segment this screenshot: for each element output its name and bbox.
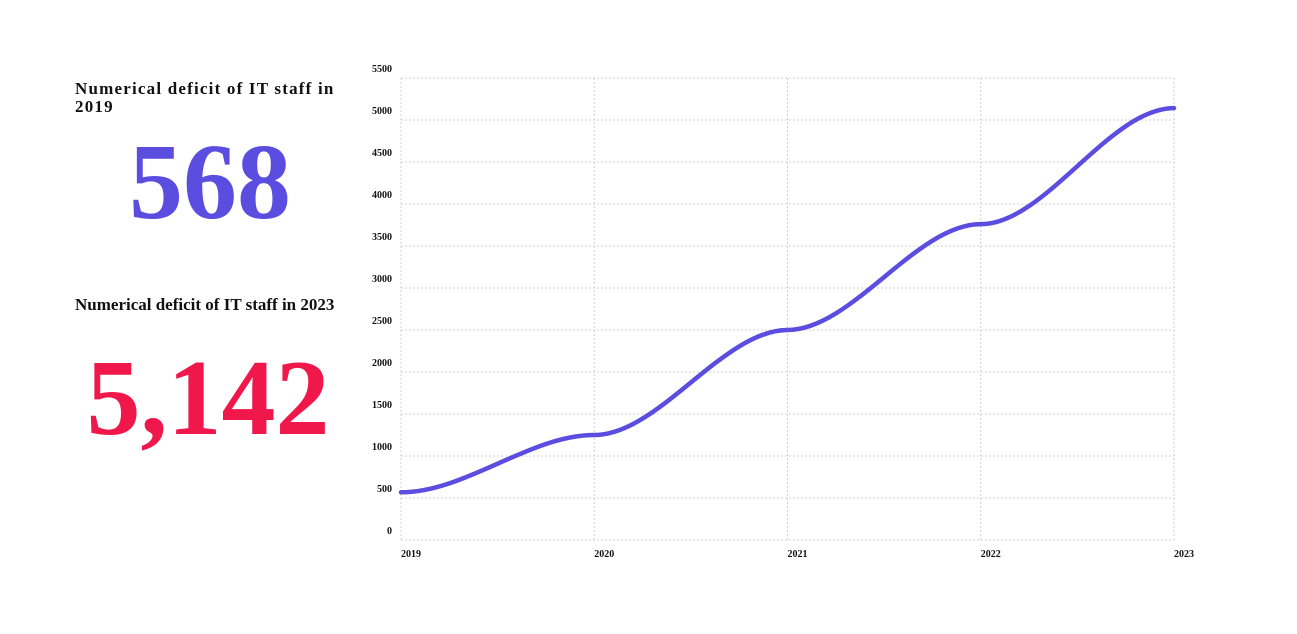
stat-value: 568 — [129, 123, 291, 242]
stat-value: 5,142 — [86, 339, 330, 458]
stat-label: Numerical deficit of IT staff in 2023 — [75, 295, 335, 314]
x-tick-label: 2019 — [401, 549, 421, 560]
x-tick-label: 2020 — [594, 549, 614, 560]
y-tick-label: 1500 — [372, 400, 392, 411]
y-tick-label: 4000 — [372, 190, 392, 201]
x-tick-label: 2023 — [1174, 549, 1194, 560]
y-tick-label: 0 — [387, 526, 392, 537]
y-tick-label: 2500 — [372, 316, 392, 327]
line — [398, 105, 1177, 495]
y-tick-label: 3500 — [372, 232, 392, 243]
y-tick-label: 5500 — [372, 64, 392, 75]
y-tick-label: 3000 — [372, 274, 392, 285]
stat-label: Numerical deficit of IT staff in 2019 — [75, 79, 335, 116]
y-tick-label: 1000 — [372, 442, 392, 453]
y-tick-label: 5000 — [372, 106, 392, 117]
x-tick-label: 2022 — [981, 549, 1001, 560]
y-tick-label: 500 — [377, 484, 392, 495]
y-tick-label: 2000 — [372, 358, 392, 369]
x-tick-label: 2021 — [788, 549, 808, 560]
y-tick-label: 4500 — [372, 148, 392, 159]
